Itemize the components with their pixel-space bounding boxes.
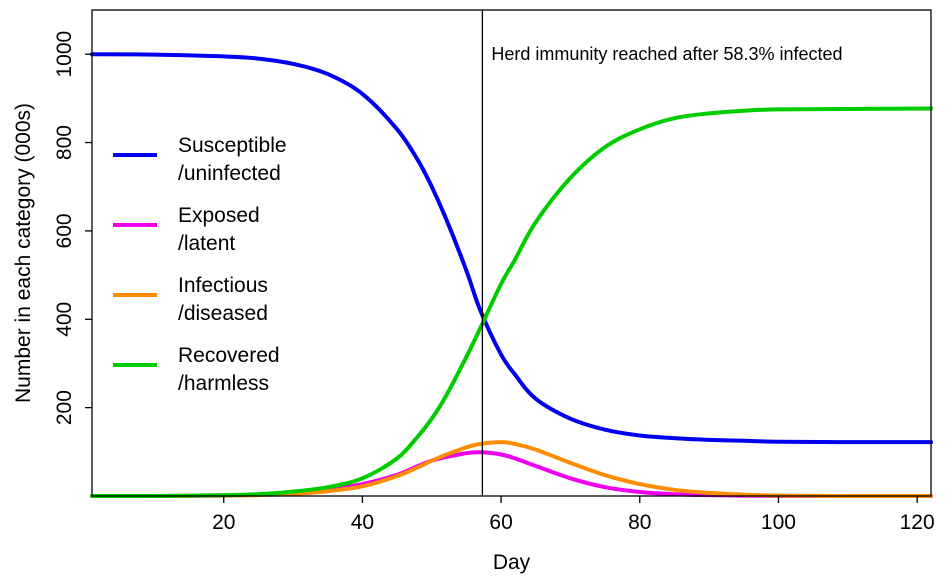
x-tick-label: 20 bbox=[212, 511, 235, 534]
x-tick-label: 60 bbox=[489, 511, 512, 534]
herd-immunity-annotation: Herd immunity reached after 58.3% infect… bbox=[491, 44, 842, 64]
legend-label-2: Infectious/diseased bbox=[178, 274, 268, 325]
series-line-1 bbox=[90, 450, 933, 499]
legend-label-3: Recovered/harmless bbox=[178, 344, 280, 395]
x-axis: 20 40 60 80 100 120 bbox=[212, 496, 935, 534]
plot-frame bbox=[91, 9, 932, 497]
series-line-0 bbox=[90, 52, 933, 445]
legend-label-1: Exposed/latent bbox=[178, 204, 260, 255]
y-tick-label: 600 bbox=[53, 213, 76, 248]
y-tick-label: 800 bbox=[53, 125, 76, 160]
x-axis-title: Day bbox=[493, 551, 531, 574]
legend-label-0: Susceptible/uninfected bbox=[178, 134, 287, 185]
y-tick-label: 1000 bbox=[53, 31, 76, 78]
x-tick-label: 120 bbox=[900, 511, 935, 534]
y-tick-label: 200 bbox=[53, 390, 76, 425]
series-lines bbox=[90, 52, 933, 499]
y-axis: 200 400 600 800 1000 bbox=[53, 31, 92, 425]
series-line-3 bbox=[90, 106, 933, 499]
y-tick-label: 400 bbox=[53, 302, 76, 337]
y-axis-title: Number in each category (000s) bbox=[12, 103, 35, 403]
x-tick-label: 100 bbox=[761, 511, 796, 534]
x-tick-label: 40 bbox=[351, 511, 374, 534]
x-tick-label: 80 bbox=[628, 511, 651, 534]
series-line-2 bbox=[90, 440, 933, 499]
legend: Susceptible/uninfected Exposed/latent Infe… bbox=[113, 134, 287, 395]
